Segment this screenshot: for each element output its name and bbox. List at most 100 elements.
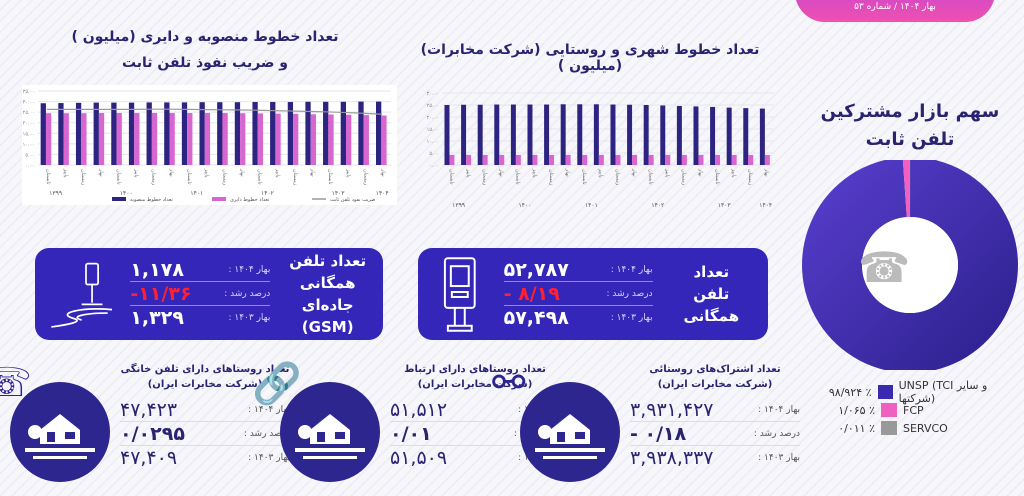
bar	[477, 104, 483, 165]
network-nodes-icon: ⚯	[492, 360, 526, 406]
bar	[681, 154, 687, 165]
bar	[375, 101, 382, 165]
link-icon: 🔗	[252, 361, 302, 407]
telephone-icon: ☎	[858, 243, 911, 292]
x-tick-label: پاییز	[133, 168, 139, 178]
x-tick-label: زمستان	[548, 169, 554, 186]
bar	[494, 104, 500, 165]
x-tick-label: زمستان	[80, 169, 86, 186]
x-tick-label: تابستان	[714, 169, 720, 185]
legend-swatch	[881, 403, 897, 417]
growth-value: -۱۱/۳۶	[130, 282, 192, 305]
legend-swatch	[881, 421, 897, 435]
legend-item: ۱/۰۶۵ ٪ FCP	[815, 401, 1020, 419]
legend-label: ضریب نفوذ تلفن ثابت	[330, 197, 375, 203]
legend-name: UNSP (TCI و سایر شرکتها)	[898, 379, 988, 405]
x-tick-label: تابستان	[515, 169, 521, 185]
bar	[660, 105, 666, 165]
x-tick-label: زمستان	[292, 169, 298, 186]
year-label: ۱۴۰۳	[718, 202, 732, 209]
bar	[187, 112, 193, 165]
bar	[461, 104, 467, 165]
x-tick-label: پاییز	[62, 168, 68, 178]
value-1403: ۵۷,۴۹۸	[503, 307, 569, 329]
bar	[98, 112, 105, 165]
bar	[549, 154, 555, 165]
roadside-phone-icon	[51, 262, 113, 328]
bar	[643, 105, 649, 165]
village-stat: تعداد روستاهای دارای تلفن خانگی (شرکت مخا…	[0, 360, 290, 482]
bar	[698, 154, 704, 165]
y-tick-label: ۲۵.۰۰	[23, 110, 35, 116]
bar	[726, 107, 732, 165]
bar	[449, 154, 455, 165]
y-tick-label: ۱۰.۰۰	[427, 139, 439, 145]
bar	[444, 105, 450, 165]
donut-hole	[862, 217, 958, 313]
bar	[240, 113, 246, 165]
bar	[544, 104, 550, 165]
bar	[199, 102, 205, 165]
x-tick-label: تابستان	[45, 169, 51, 185]
bar	[222, 112, 228, 165]
x-tick-label: تابستان	[648, 169, 654, 185]
market-share-donut	[802, 160, 1018, 370]
bar	[710, 106, 716, 165]
card-values: بهار ۱۴۰۴ :۵۲,۷۸۷ درصد رشد :- ۸/۱۹ بهار …	[503, 258, 653, 329]
village-house-icon	[10, 382, 110, 482]
left-chart-svg: ۰.۰۰ ۵.۰۰ ۱۰.۰۰ ۱۵.۰۰ ۲۰.۰۰ ۲۵.۰۰ ۳۰.۰۰ ۳۵.۰۰ تا…	[23, 89, 391, 203]
card-values: بهار ۱۴۰۴ :۱,۱۷۸ درصد رشد : -۱۱/۳۶ بهار ۱…	[130, 258, 271, 329]
y-tick-label: ۲۰.۰۰	[23, 121, 35, 127]
x-tick-label: پاییز	[345, 168, 351, 178]
bar	[665, 154, 671, 165]
bar	[58, 103, 64, 165]
right-chart-title: تعداد خطوط شهری و روستایی (شرکت مخابرات)…	[420, 42, 760, 74]
bar	[577, 104, 583, 165]
x-tick-label: زمستان	[221, 169, 227, 186]
legend-value: ۱/۰۶۵ ٪	[838, 403, 875, 417]
right-chart-svg: ۰.۰۰ ۵.۰۰ ۱۰.۰۰ ۱۵.۰۰ ۲۰.۰۰ ۲۵.۰۰ ۳۰.۰۰ تابستان…	[427, 91, 774, 209]
bar	[310, 114, 316, 165]
bar	[328, 114, 334, 165]
year-label: ۱۴۰۱	[190, 190, 203, 197]
bar	[610, 104, 616, 165]
legend-item: ۰/۰۱۱ ٪ SERVCO	[815, 419, 1020, 437]
year-label: ۱۴۰۳	[332, 190, 346, 197]
bar	[358, 101, 364, 165]
x-tick-label: تابستان	[327, 169, 333, 185]
village-values: بهار ۱۴۰۴ :۴۷,۴۲۳ درصد رشد :۰/۰۲۹۵ بهار …	[120, 398, 290, 469]
x-tick-label: بهار	[764, 168, 770, 177]
donut-slice	[802, 160, 1018, 370]
bar	[252, 101, 258, 165]
year-label: ۱۴۰۴	[376, 190, 389, 197]
value-1403: ۴۷,۴۰۹	[120, 447, 178, 469]
year-label: ۱۳۹۹	[452, 202, 465, 209]
bar	[146, 102, 152, 165]
bar	[116, 112, 122, 165]
bar	[270, 101, 276, 165]
bar	[111, 102, 117, 165]
donut-legend: ۹۸/۹۲۴ ٪ UNSP (TCI و سایر شرکتها) ۱/۰۶۵ ٪ F…	[815, 379, 1020, 437]
bar	[743, 108, 749, 165]
y-tick-label: ۲۵.۰۰	[427, 103, 439, 109]
bar	[510, 104, 516, 165]
legend-name: FCP	[903, 403, 924, 417]
bar	[275, 113, 281, 165]
bar	[134, 112, 140, 165]
x-tick-label: پاییز	[531, 168, 537, 178]
legend-value: ۰/۰۱۱ ٪	[838, 421, 875, 435]
year-label: ۱۴۰۲	[261, 190, 274, 197]
year-label: ۱۴۰۰	[519, 202, 532, 209]
gsm-card: تعداد تلفن همگانی جاده‌ای (GSM) بهار ۱۴۰۴ …	[35, 248, 383, 340]
bar	[363, 115, 369, 165]
bar	[151, 112, 158, 165]
bar	[293, 113, 299, 165]
y-tick-label: ۳۰.۰۰	[427, 91, 439, 97]
bar	[63, 113, 69, 165]
x-tick-label: پاییز	[731, 168, 737, 178]
bar	[527, 104, 533, 165]
bar	[45, 113, 52, 165]
x-tick-label: پاییز	[664, 168, 670, 178]
x-tick-label: زمستان	[747, 169, 753, 186]
village-stat: تعداد روستاهای دارای ارتباط (شرکت مخابرات…	[252, 361, 560, 482]
